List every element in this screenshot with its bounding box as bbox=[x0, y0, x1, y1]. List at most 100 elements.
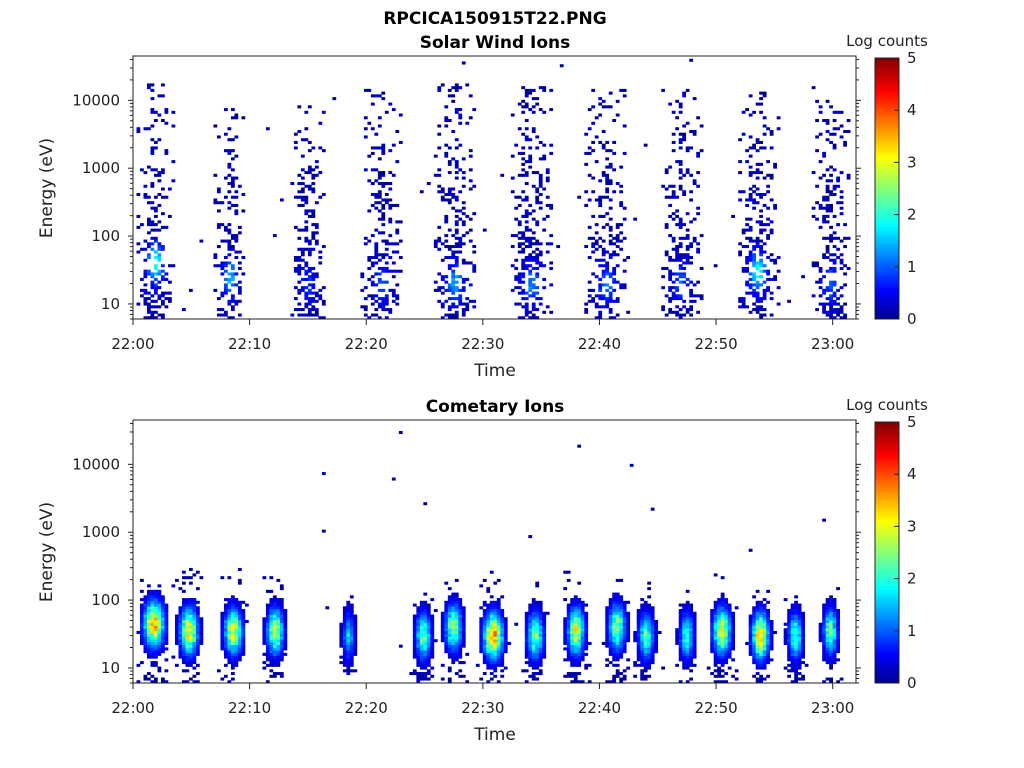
heatmap-cell bbox=[573, 619, 578, 624]
heatmap-cell bbox=[444, 313, 449, 317]
heatmap-cell bbox=[822, 641, 826, 645]
heatmap-cell bbox=[241, 255, 246, 260]
heatmap-cell bbox=[188, 581, 193, 585]
heatmap-cell bbox=[381, 143, 386, 147]
heatmap-cell bbox=[416, 677, 421, 681]
heatmap-cell bbox=[822, 255, 826, 260]
heatmap-cell bbox=[412, 644, 417, 648]
heatmap-cell bbox=[482, 655, 487, 659]
heatmap-cell bbox=[829, 297, 833, 301]
heatmap-cell bbox=[717, 617, 722, 621]
heatmap-cell bbox=[265, 611, 270, 615]
heatmap-cell bbox=[689, 636, 694, 640]
heatmap-cell bbox=[829, 680, 833, 684]
heatmap-cell bbox=[713, 573, 718, 577]
heatmap-cell bbox=[419, 628, 424, 632]
heatmap-cell bbox=[836, 622, 840, 626]
heatmap-cell bbox=[230, 182, 235, 186]
heatmap-cell bbox=[678, 614, 683, 618]
heatmap-cell bbox=[647, 655, 652, 659]
heatmap-cell bbox=[643, 622, 648, 626]
heatmap-cell bbox=[671, 149, 676, 153]
heatmap-cell bbox=[528, 658, 533, 662]
heatmap-cell bbox=[230, 598, 235, 602]
heatmap-cell bbox=[531, 316, 536, 320]
heatmap-cell bbox=[496, 578, 501, 582]
heatmap-cell bbox=[437, 124, 442, 128]
heatmap-cell bbox=[836, 236, 840, 240]
heatmap-cell bbox=[783, 639, 788, 643]
heatmap-cell bbox=[388, 288, 393, 292]
heatmap-cell bbox=[178, 587, 183, 591]
heatmap-cell bbox=[675, 628, 680, 632]
heatmap-cell bbox=[339, 639, 344, 643]
heatmap-cell bbox=[517, 242, 522, 246]
heatmap-cell bbox=[195, 636, 200, 640]
heatmap-cell bbox=[311, 308, 316, 312]
heatmap-cell bbox=[412, 636, 417, 640]
heatmap-cell bbox=[146, 201, 151, 205]
heatmap-cell bbox=[682, 609, 687, 613]
heatmap-cell bbox=[444, 628, 449, 632]
heatmap-cell bbox=[227, 655, 232, 659]
heatmap-cell bbox=[713, 647, 718, 651]
heatmap-cell bbox=[640, 669, 645, 673]
heatmap-cell bbox=[587, 288, 592, 292]
heatmap-cell bbox=[752, 636, 757, 640]
heatmap-cell bbox=[234, 636, 239, 640]
heatmap-cell bbox=[622, 617, 627, 621]
heatmap-cell bbox=[521, 231, 526, 235]
heatmap-cell bbox=[178, 644, 183, 648]
heatmap-cell bbox=[416, 650, 421, 654]
heatmap-cell bbox=[566, 650, 571, 654]
heatmap-cell bbox=[612, 641, 617, 645]
heatmap-cell bbox=[304, 195, 309, 199]
heatmap-cell bbox=[150, 609, 155, 613]
heatmap-cell bbox=[843, 140, 847, 144]
heatmap-cell bbox=[265, 633, 270, 637]
heatmap-cell bbox=[685, 310, 690, 314]
heatmap-cell bbox=[426, 609, 431, 613]
heatmap-cell bbox=[524, 225, 529, 229]
heatmap-cell bbox=[311, 272, 316, 276]
heatmap-cell bbox=[615, 236, 620, 240]
heatmap-cell bbox=[153, 655, 158, 659]
heatmap-cell bbox=[535, 622, 540, 626]
heatmap-cell bbox=[307, 168, 312, 172]
heatmap-cell bbox=[717, 598, 722, 602]
heatmap-cell bbox=[496, 641, 501, 645]
heatmap-cell bbox=[517, 173, 522, 177]
heatmap-cell bbox=[143, 316, 148, 320]
heatmap-cell bbox=[311, 277, 316, 281]
heatmap-cell bbox=[766, 658, 771, 662]
heatmap-cell bbox=[825, 611, 830, 615]
heatmap-cell bbox=[199, 630, 204, 634]
heatmap-cell bbox=[836, 255, 840, 260]
heatmap-cell bbox=[227, 253, 232, 257]
heatmap-cell bbox=[237, 266, 242, 270]
heatmap-cell bbox=[626, 619, 631, 624]
heatmap-cell bbox=[412, 603, 417, 607]
heatmap-cell bbox=[423, 614, 428, 618]
heatmap-cell bbox=[563, 598, 568, 602]
heatmap-cell bbox=[160, 619, 165, 624]
heatmap-cell bbox=[755, 617, 760, 621]
heatmap-cell bbox=[839, 253, 844, 257]
heatmap-cell bbox=[755, 652, 760, 656]
heatmap-cell bbox=[769, 129, 774, 134]
heatmap-cell bbox=[528, 280, 533, 284]
heatmap-cell bbox=[594, 135, 599, 139]
heatmap-cell bbox=[636, 611, 641, 615]
heatmap-cell bbox=[598, 283, 603, 287]
heatmap-cell bbox=[269, 619, 274, 624]
heatmap-cell bbox=[426, 619, 431, 624]
heatmap-cell bbox=[724, 639, 729, 643]
heatmap-cell bbox=[713, 622, 718, 626]
heatmap-cell bbox=[759, 223, 764, 227]
heatmap-cell bbox=[472, 250, 477, 254]
heatmap-cell bbox=[738, 253, 743, 257]
heatmap-cell bbox=[188, 617, 193, 621]
heatmap-cell bbox=[822, 622, 826, 626]
heatmap-cell bbox=[591, 299, 596, 303]
heatmap-cell bbox=[136, 242, 141, 246]
